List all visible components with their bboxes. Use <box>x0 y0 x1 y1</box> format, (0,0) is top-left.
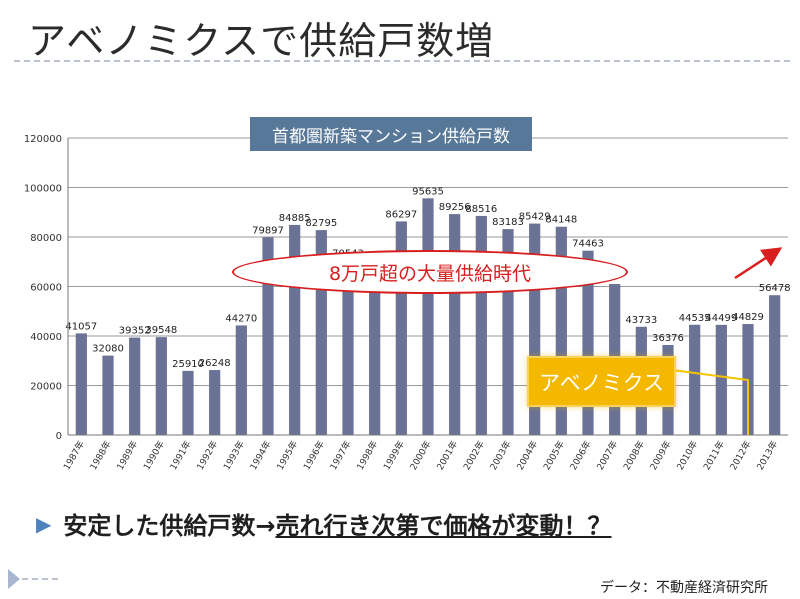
y-tick-label: 120000 <box>24 134 62 145</box>
bar <box>715 324 727 435</box>
bar <box>315 230 327 435</box>
bullet-triangle-icon: ▶ <box>36 511 52 536</box>
bar <box>769 295 781 435</box>
x-tick-label: 1999年 <box>381 439 407 473</box>
conclusion-emphasis: 売れ行き次第で価格が変動！？ <box>275 512 612 540</box>
x-tick-label: 2008年 <box>621 439 647 473</box>
x-tick-label: 2000年 <box>407 439 433 473</box>
bar <box>289 224 301 435</box>
bar <box>689 324 701 435</box>
y-tick-label: 0 <box>56 431 62 442</box>
data-label: 79897 <box>252 225 284 236</box>
data-label: 74463 <box>572 239 604 250</box>
bar <box>342 260 354 435</box>
y-tick-label: 100000 <box>24 184 62 195</box>
x-tick-label: 1992年 <box>194 439 220 473</box>
y-tick-label: 40000 <box>30 332 62 343</box>
y-tick-label: 20000 <box>30 382 62 393</box>
conclusion-line: ▶ 安定した供給戸数→ 売れ行き次第で価格が変動！？ <box>36 506 612 541</box>
x-tick-label: 2011年 <box>701 439 727 473</box>
bar <box>75 333 87 435</box>
bar <box>529 223 541 435</box>
bar <box>395 221 407 435</box>
bar <box>502 229 514 435</box>
x-tick-label: 2003年 <box>487 439 513 473</box>
data-label: 32080 <box>92 344 124 355</box>
conclusion-prefix: 安定した供給戸数→ <box>63 512 276 540</box>
mass-supply-era-callout: 8万戸超の大量供給時代 <box>232 250 628 294</box>
footer-triangle-icon <box>8 569 20 589</box>
bar <box>369 279 381 435</box>
data-label: 44499 <box>705 313 737 324</box>
x-tick-label: 2004年 <box>514 439 540 473</box>
data-label: 83183 <box>492 217 524 228</box>
bar <box>235 325 247 435</box>
upward-trend-arrow-icon <box>734 247 783 280</box>
x-tick-label: 1989年 <box>114 439 140 473</box>
footer-divider <box>22 578 58 580</box>
data-label: 82795 <box>305 218 337 229</box>
data-label: 56478 <box>759 283 791 294</box>
data-label: 44829 <box>732 312 764 323</box>
data-label: 85429 <box>519 212 551 223</box>
data-label: 95635 <box>412 186 444 197</box>
data-label: 36376 <box>652 333 684 344</box>
slide-title: アベノミクスで供給戸数増 <box>28 19 495 63</box>
data-label: 25910 <box>172 359 204 370</box>
x-tick-label: 1996年 <box>301 439 327 473</box>
x-tick-label: 1998年 <box>354 439 380 473</box>
bar <box>475 215 487 435</box>
bar <box>555 226 567 435</box>
x-tick-label: 1991年 <box>167 439 193 473</box>
x-tick-label: 2009年 <box>647 439 673 473</box>
data-label: 39352 <box>119 326 151 337</box>
chart-title: 首都圏新築マンション供給戸数 <box>250 117 532 151</box>
bar <box>155 337 167 435</box>
x-tick-label: 1993年 <box>221 439 247 473</box>
bar <box>262 237 274 435</box>
x-tick-label: 2012年 <box>727 439 753 473</box>
bar <box>129 337 141 435</box>
data-label: 26248 <box>199 358 231 369</box>
title-divider <box>14 60 790 62</box>
data-label: 89256 <box>439 202 471 213</box>
x-tick-label: 1997年 <box>327 439 353 473</box>
y-tick-label: 80000 <box>30 233 62 244</box>
y-tick-label: 60000 <box>30 283 62 294</box>
data-label: 41057 <box>65 321 97 332</box>
bar <box>422 198 434 435</box>
bar <box>102 355 114 435</box>
x-tick-label: 2001年 <box>434 439 460 473</box>
bar <box>582 250 594 435</box>
bar <box>449 214 461 435</box>
x-tick-label: 2006年 <box>567 439 593 473</box>
x-tick-label: 1995年 <box>274 439 300 473</box>
abenomics-callout: アベノミクス <box>527 356 676 407</box>
abenomics-leader-line <box>671 369 749 435</box>
data-label: 88516 <box>465 204 497 215</box>
x-tick-label: 1987年 <box>61 439 87 473</box>
data-source: データ：不動産経済研究所 <box>600 580 768 596</box>
x-tick-label: 2005年 <box>541 439 567 473</box>
bar <box>209 370 221 435</box>
x-tick-label: 1990年 <box>141 439 167 473</box>
data-label: 84885 <box>279 213 311 224</box>
bar <box>182 370 194 435</box>
x-tick-label: 2002年 <box>461 439 487 473</box>
data-label: 43733 <box>625 315 657 326</box>
data-label: 86297 <box>385 209 417 220</box>
x-tick-label: 2007年 <box>594 439 620 473</box>
data-label: 39548 <box>145 325 177 336</box>
data-label: 44535 <box>679 313 711 324</box>
data-label: 84148 <box>545 215 577 226</box>
x-tick-label: 2013年 <box>754 439 780 473</box>
x-tick-label: 1988年 <box>87 439 113 473</box>
x-tick-label: 2010年 <box>674 439 700 473</box>
x-tick-label: 1994年 <box>247 439 273 473</box>
data-label: 44270 <box>225 313 257 324</box>
